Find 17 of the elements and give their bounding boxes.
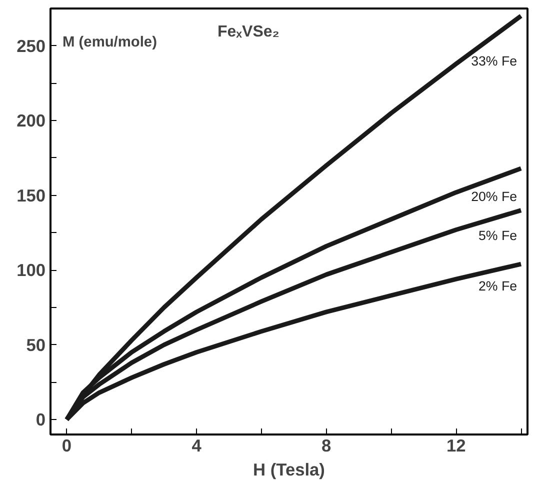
series-label: 20% Fe — [471, 189, 518, 204]
x-tick-label: 12 — [446, 436, 466, 456]
y-tick-label: 50 — [26, 334, 46, 355]
y-tick-label: 0 — [36, 410, 46, 430]
y-tick-label: 200 — [16, 110, 46, 131]
y-tick-label: 100 — [16, 260, 46, 280]
x-tick-label: 0 — [62, 436, 72, 456]
series-label: 5% Fe — [478, 228, 518, 243]
x-axis-title: H (Tesla) — [253, 460, 325, 480]
series-label: 2% Fe — [478, 278, 518, 294]
series-label: 33% Fe — [471, 53, 518, 68]
x-tick-label: 4 — [192, 436, 202, 456]
x-tick-label: 8 — [322, 436, 332, 456]
y-axis-title: M (emu/mole) — [62, 34, 158, 50]
y-tick-label: 250 — [16, 36, 46, 56]
y-tick-label: 150 — [16, 185, 46, 206]
text: FeₓVSe₂ — [217, 24, 280, 40]
